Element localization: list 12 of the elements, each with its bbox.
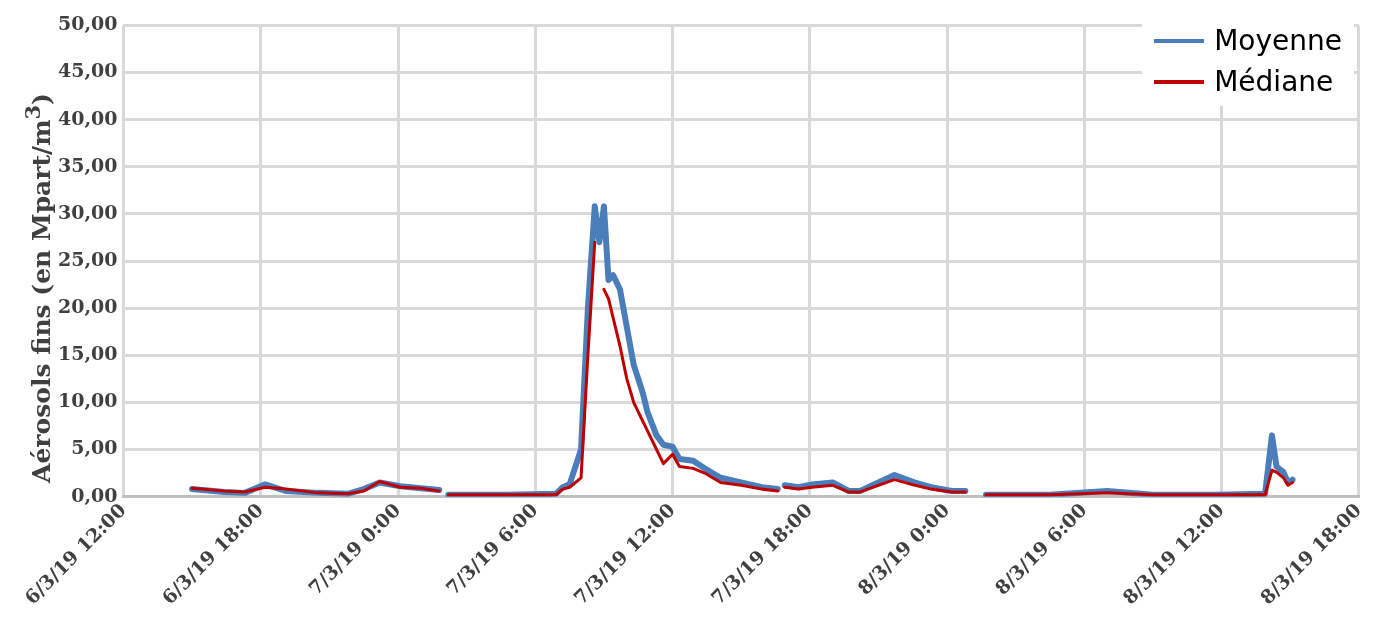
- y-tick-label: 10,00: [58, 389, 118, 412]
- y-tick-label: 50,00: [58, 12, 118, 35]
- y-tick-label: 5,00: [71, 436, 118, 459]
- legend-label: Moyenne: [1214, 24, 1342, 57]
- y-tick-label: 30,00: [58, 200, 118, 223]
- y-tick-label: 20,00: [58, 295, 118, 318]
- y-tick-label: 15,00: [58, 342, 118, 365]
- y-tick-label: 45,00: [58, 59, 118, 82]
- legend-label: Médiane: [1214, 65, 1334, 98]
- y-tick-label: 40,00: [58, 106, 118, 129]
- y-tick-label: 25,00: [58, 247, 118, 270]
- y-tick-label: 35,00: [58, 153, 118, 176]
